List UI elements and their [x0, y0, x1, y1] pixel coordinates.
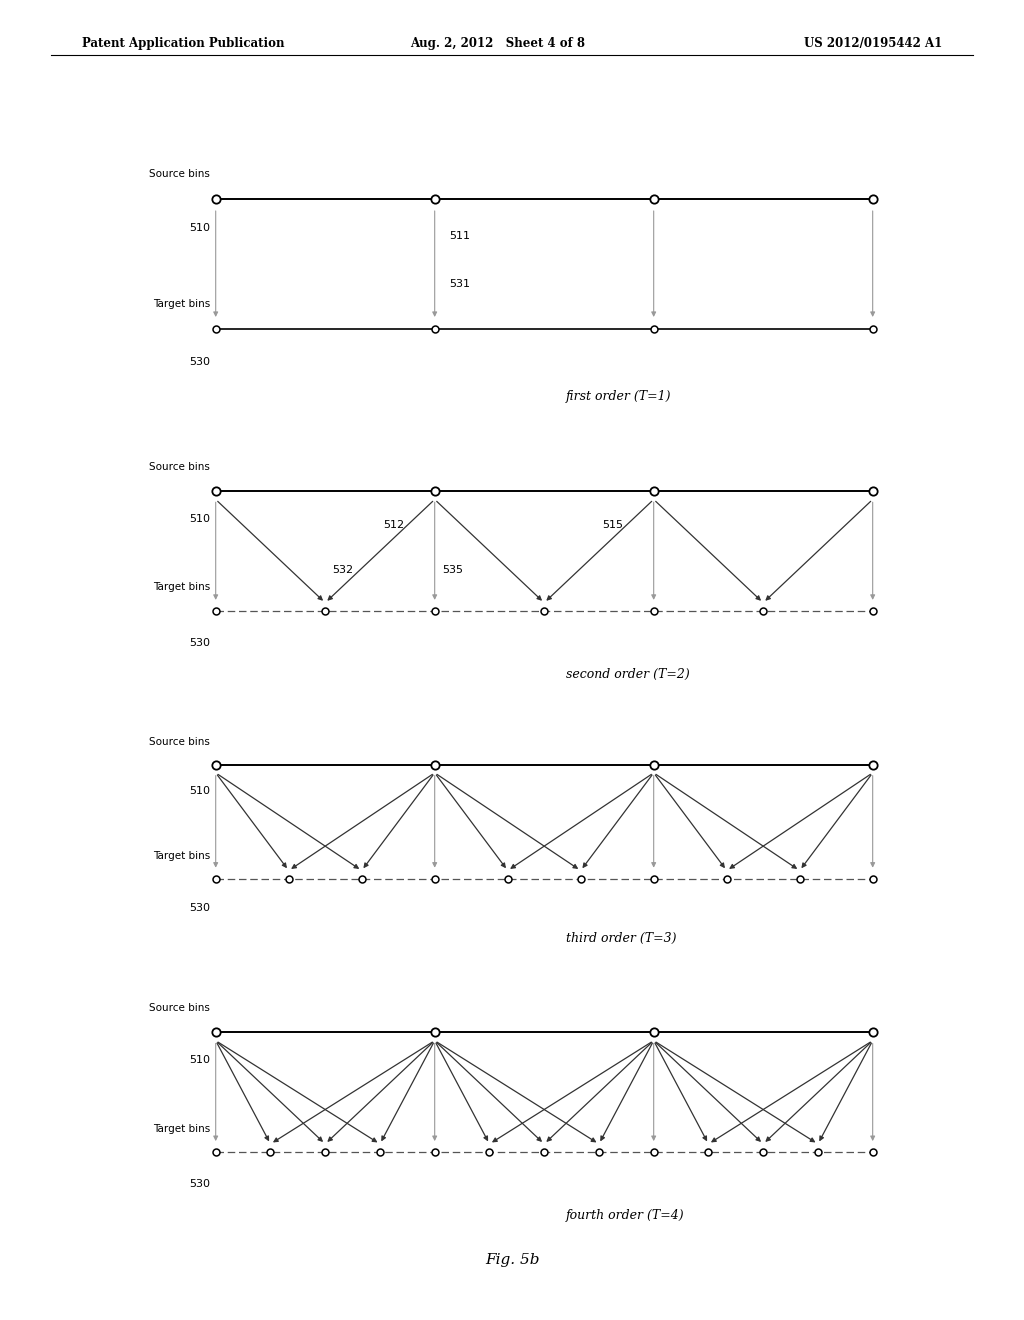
- Text: Target bins: Target bins: [153, 582, 210, 593]
- Text: 510: 510: [188, 223, 210, 234]
- Text: 532: 532: [333, 565, 353, 576]
- Text: 511: 511: [450, 231, 470, 240]
- Text: 512: 512: [384, 520, 404, 529]
- Text: Fig. 5b: Fig. 5b: [484, 1253, 540, 1267]
- Text: 535: 535: [442, 565, 463, 576]
- Text: Target bins: Target bins: [153, 1123, 210, 1134]
- Text: 530: 530: [188, 358, 210, 367]
- Text: 530: 530: [188, 1179, 210, 1189]
- Text: 530: 530: [188, 638, 210, 648]
- Text: Source bins: Source bins: [148, 737, 210, 747]
- Text: 510: 510: [188, 1055, 210, 1065]
- Text: Source bins: Source bins: [148, 169, 210, 178]
- Text: Patent Application Publication: Patent Application Publication: [82, 37, 285, 50]
- Text: US 2012/0195442 A1: US 2012/0195442 A1: [804, 37, 942, 50]
- Text: first order (T=1): first order (T=1): [566, 389, 672, 403]
- Text: second order (T=2): second order (T=2): [566, 668, 690, 681]
- Text: fourth order (T=4): fourth order (T=4): [566, 1209, 685, 1222]
- Text: Target bins: Target bins: [153, 298, 210, 309]
- Text: 510: 510: [188, 513, 210, 524]
- Text: 530: 530: [188, 903, 210, 913]
- Text: 531: 531: [450, 280, 470, 289]
- Text: Source bins: Source bins: [148, 1003, 210, 1014]
- Text: third order (T=3): third order (T=3): [566, 932, 677, 945]
- Text: Target bins: Target bins: [153, 851, 210, 861]
- Text: 510: 510: [188, 787, 210, 796]
- Text: Aug. 2, 2012   Sheet 4 of 8: Aug. 2, 2012 Sheet 4 of 8: [410, 37, 585, 50]
- Text: 515: 515: [602, 520, 624, 529]
- Text: Source bins: Source bins: [148, 462, 210, 473]
